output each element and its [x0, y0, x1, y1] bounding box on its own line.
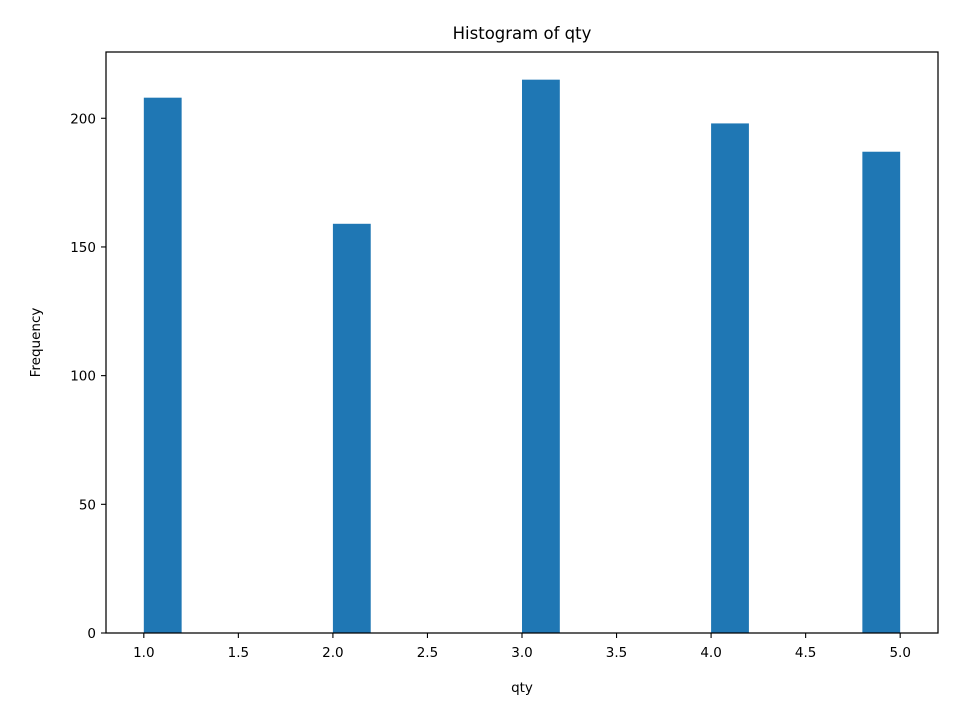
histogram-bar-4 — [711, 123, 749, 633]
y-tick-label-1: 0 — [87, 626, 96, 642]
y-axis-ticks: 0 50 100 150 200 — [70, 111, 106, 642]
y-tick-label-4: 150 — [70, 240, 96, 256]
y-tick-label-3: 100 — [70, 369, 96, 385]
x-axis-ticks: 1.0 1.5 2.0 2.5 3.0 3.5 4.0 4.5 5.0 — [133, 633, 911, 661]
bars-group — [143, 79, 901, 633]
y-tick-label-2: 50 — [79, 497, 96, 513]
x-tick-label-1: 1.0 — [133, 645, 154, 661]
x-tick-label-4: 2.5 — [417, 645, 438, 661]
histogram-bar-5 — [862, 151, 901, 633]
x-tick-label-2: 1.5 — [228, 645, 249, 661]
x-tick-label-7: 4.0 — [700, 645, 721, 661]
x-tick-label-9: 5.0 — [889, 645, 910, 661]
histogram-bar-1 — [143, 97, 182, 633]
histogram-bar-3 — [522, 79, 560, 633]
x-axis-label: qty — [511, 680, 533, 696]
histogram-bar-2 — [332, 223, 371, 633]
x-tick-label-5: 3.0 — [511, 645, 532, 661]
plot-area: 1.0 1.5 2.0 2.5 3.0 3.5 4.0 4.5 5.0 0 50 100 150 200 — [70, 51, 939, 661]
x-tick-label-3: 2.0 — [322, 645, 343, 661]
chart-title: Histogram of qty — [453, 24, 592, 43]
y-tick-label-5: 200 — [70, 111, 96, 127]
x-tick-label-6: 3.5 — [606, 645, 627, 661]
x-tick-label-8: 4.5 — [795, 645, 816, 661]
y-axis-label: Frequency — [28, 308, 44, 378]
